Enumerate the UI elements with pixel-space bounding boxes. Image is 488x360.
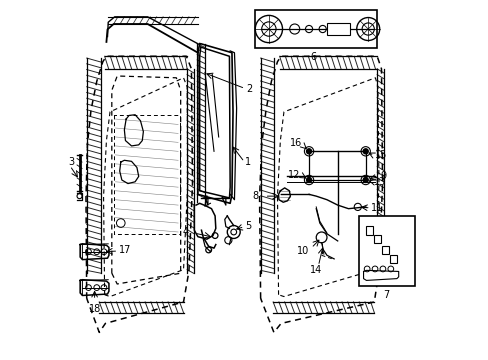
Text: 16: 16	[289, 139, 301, 148]
Text: 15: 15	[374, 150, 386, 160]
Bar	[358, 216, 414, 286]
Text: 17: 17	[119, 245, 131, 255]
Circle shape	[306, 177, 311, 183]
Bar	[326, 23, 349, 35]
Text: 6: 6	[310, 52, 316, 62]
Text: 2: 2	[245, 84, 252, 94]
Bar	[255, 10, 376, 48]
Text: 13: 13	[373, 177, 385, 187]
Text: 5: 5	[244, 221, 251, 231]
Text: 7: 7	[382, 290, 388, 300]
Circle shape	[363, 149, 367, 154]
Text: 3: 3	[69, 157, 75, 167]
Text: 18: 18	[88, 304, 101, 314]
Text: 8: 8	[252, 191, 258, 201]
Circle shape	[363, 177, 367, 183]
Text: 1: 1	[244, 157, 251, 167]
Text: 11: 11	[371, 203, 383, 213]
Bar	[382, 246, 388, 254]
Text: 14: 14	[309, 265, 322, 275]
Text: 4: 4	[183, 227, 188, 237]
Bar	[373, 235, 380, 243]
Bar	[366, 226, 372, 234]
Text: 10: 10	[296, 246, 308, 256]
Bar	[389, 255, 396, 263]
Text: 12: 12	[287, 170, 300, 180]
Circle shape	[306, 149, 311, 154]
Text: 9: 9	[379, 171, 386, 181]
